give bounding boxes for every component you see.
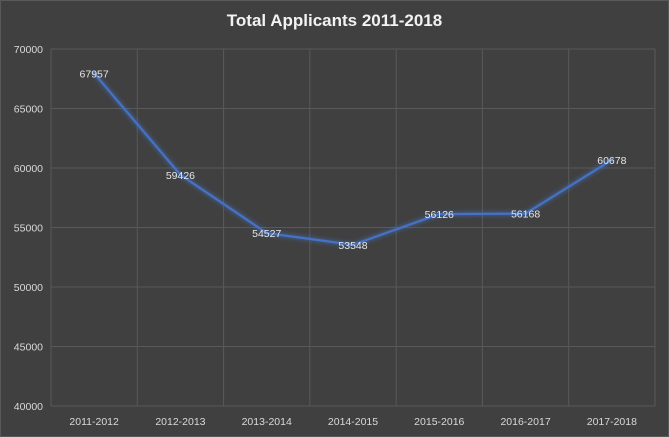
x-tick-label: 2012-2013 xyxy=(155,416,205,428)
x-tick-label: 2011-2012 xyxy=(69,416,119,428)
x-tick-label: 2013-2014 xyxy=(242,416,292,428)
y-tick-label: 65000 xyxy=(14,104,43,116)
x-tick-label: 2017-2018 xyxy=(587,416,637,428)
y-tick-label: 50000 xyxy=(14,282,43,294)
y-tick-label: 60000 xyxy=(14,163,43,175)
y-tick-label: 70000 xyxy=(14,44,43,56)
data-label: 56168 xyxy=(511,209,540,221)
data-point xyxy=(351,243,355,247)
data-point xyxy=(92,71,96,75)
data-point xyxy=(265,231,269,235)
data-point xyxy=(178,173,182,177)
data-point xyxy=(524,212,528,216)
data-label: 67957 xyxy=(80,68,109,80)
x-tick-label: 2014-2015 xyxy=(328,416,378,428)
data-point xyxy=(437,212,441,216)
x-tick-label: 2015-2016 xyxy=(414,416,464,428)
x-tick-label: 2016-2017 xyxy=(500,416,550,428)
data-label: 60678 xyxy=(597,155,626,167)
y-tick-label: 55000 xyxy=(14,223,43,235)
data-point xyxy=(610,158,614,162)
y-tick-label: 40000 xyxy=(14,401,43,413)
data-label: 59426 xyxy=(166,170,195,182)
data-label: 56126 xyxy=(425,209,454,221)
y-tick-label: 45000 xyxy=(14,342,43,354)
data-label: 54527 xyxy=(252,228,281,240)
chart-title: Total Applicants 2011-2018 xyxy=(226,11,443,30)
data-label: 53548 xyxy=(338,240,367,252)
